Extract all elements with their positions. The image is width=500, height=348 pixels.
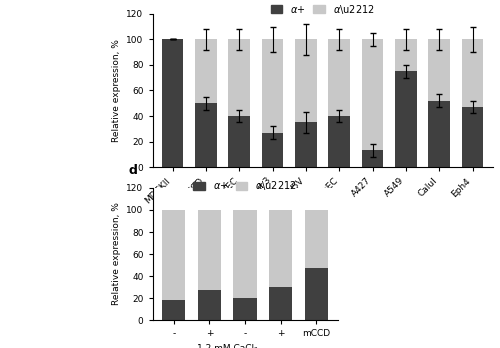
Bar xyxy=(462,107,483,167)
Bar xyxy=(362,39,384,150)
Bar xyxy=(395,39,416,71)
Text: 1.2 mM CaCl₂: 1.2 mM CaCl₂ xyxy=(197,344,258,348)
Bar xyxy=(295,39,316,122)
Legend: $\alpha$+, $\alpha$\u2212: $\alpha$+, $\alpha$\u2212 xyxy=(266,0,378,19)
Bar xyxy=(228,116,250,167)
Bar xyxy=(395,71,416,167)
Bar xyxy=(269,210,292,287)
Bar xyxy=(462,39,483,107)
Legend: $\alpha$+, $\alpha$\u2212: $\alpha$+, $\alpha$\u2212 xyxy=(189,176,301,196)
Bar xyxy=(195,103,216,167)
Bar xyxy=(162,39,184,167)
Bar xyxy=(362,150,384,167)
Y-axis label: Relative expression, %: Relative expression, % xyxy=(112,39,120,142)
Bar xyxy=(234,210,256,298)
Bar xyxy=(162,300,186,320)
Bar xyxy=(328,116,350,167)
Bar xyxy=(328,39,350,116)
Bar xyxy=(428,39,450,101)
Bar xyxy=(295,122,316,167)
Bar xyxy=(198,290,221,320)
Bar xyxy=(428,101,450,167)
Bar xyxy=(269,287,292,320)
Bar xyxy=(304,268,328,320)
Bar xyxy=(304,210,328,268)
Bar xyxy=(228,39,250,116)
Bar xyxy=(195,39,216,103)
Y-axis label: Relative expression, %: Relative expression, % xyxy=(112,203,120,306)
Bar xyxy=(234,298,256,320)
Text: d: d xyxy=(128,164,138,177)
Bar xyxy=(262,133,283,167)
Bar xyxy=(198,210,221,290)
Bar xyxy=(262,39,283,133)
Bar xyxy=(162,210,186,300)
